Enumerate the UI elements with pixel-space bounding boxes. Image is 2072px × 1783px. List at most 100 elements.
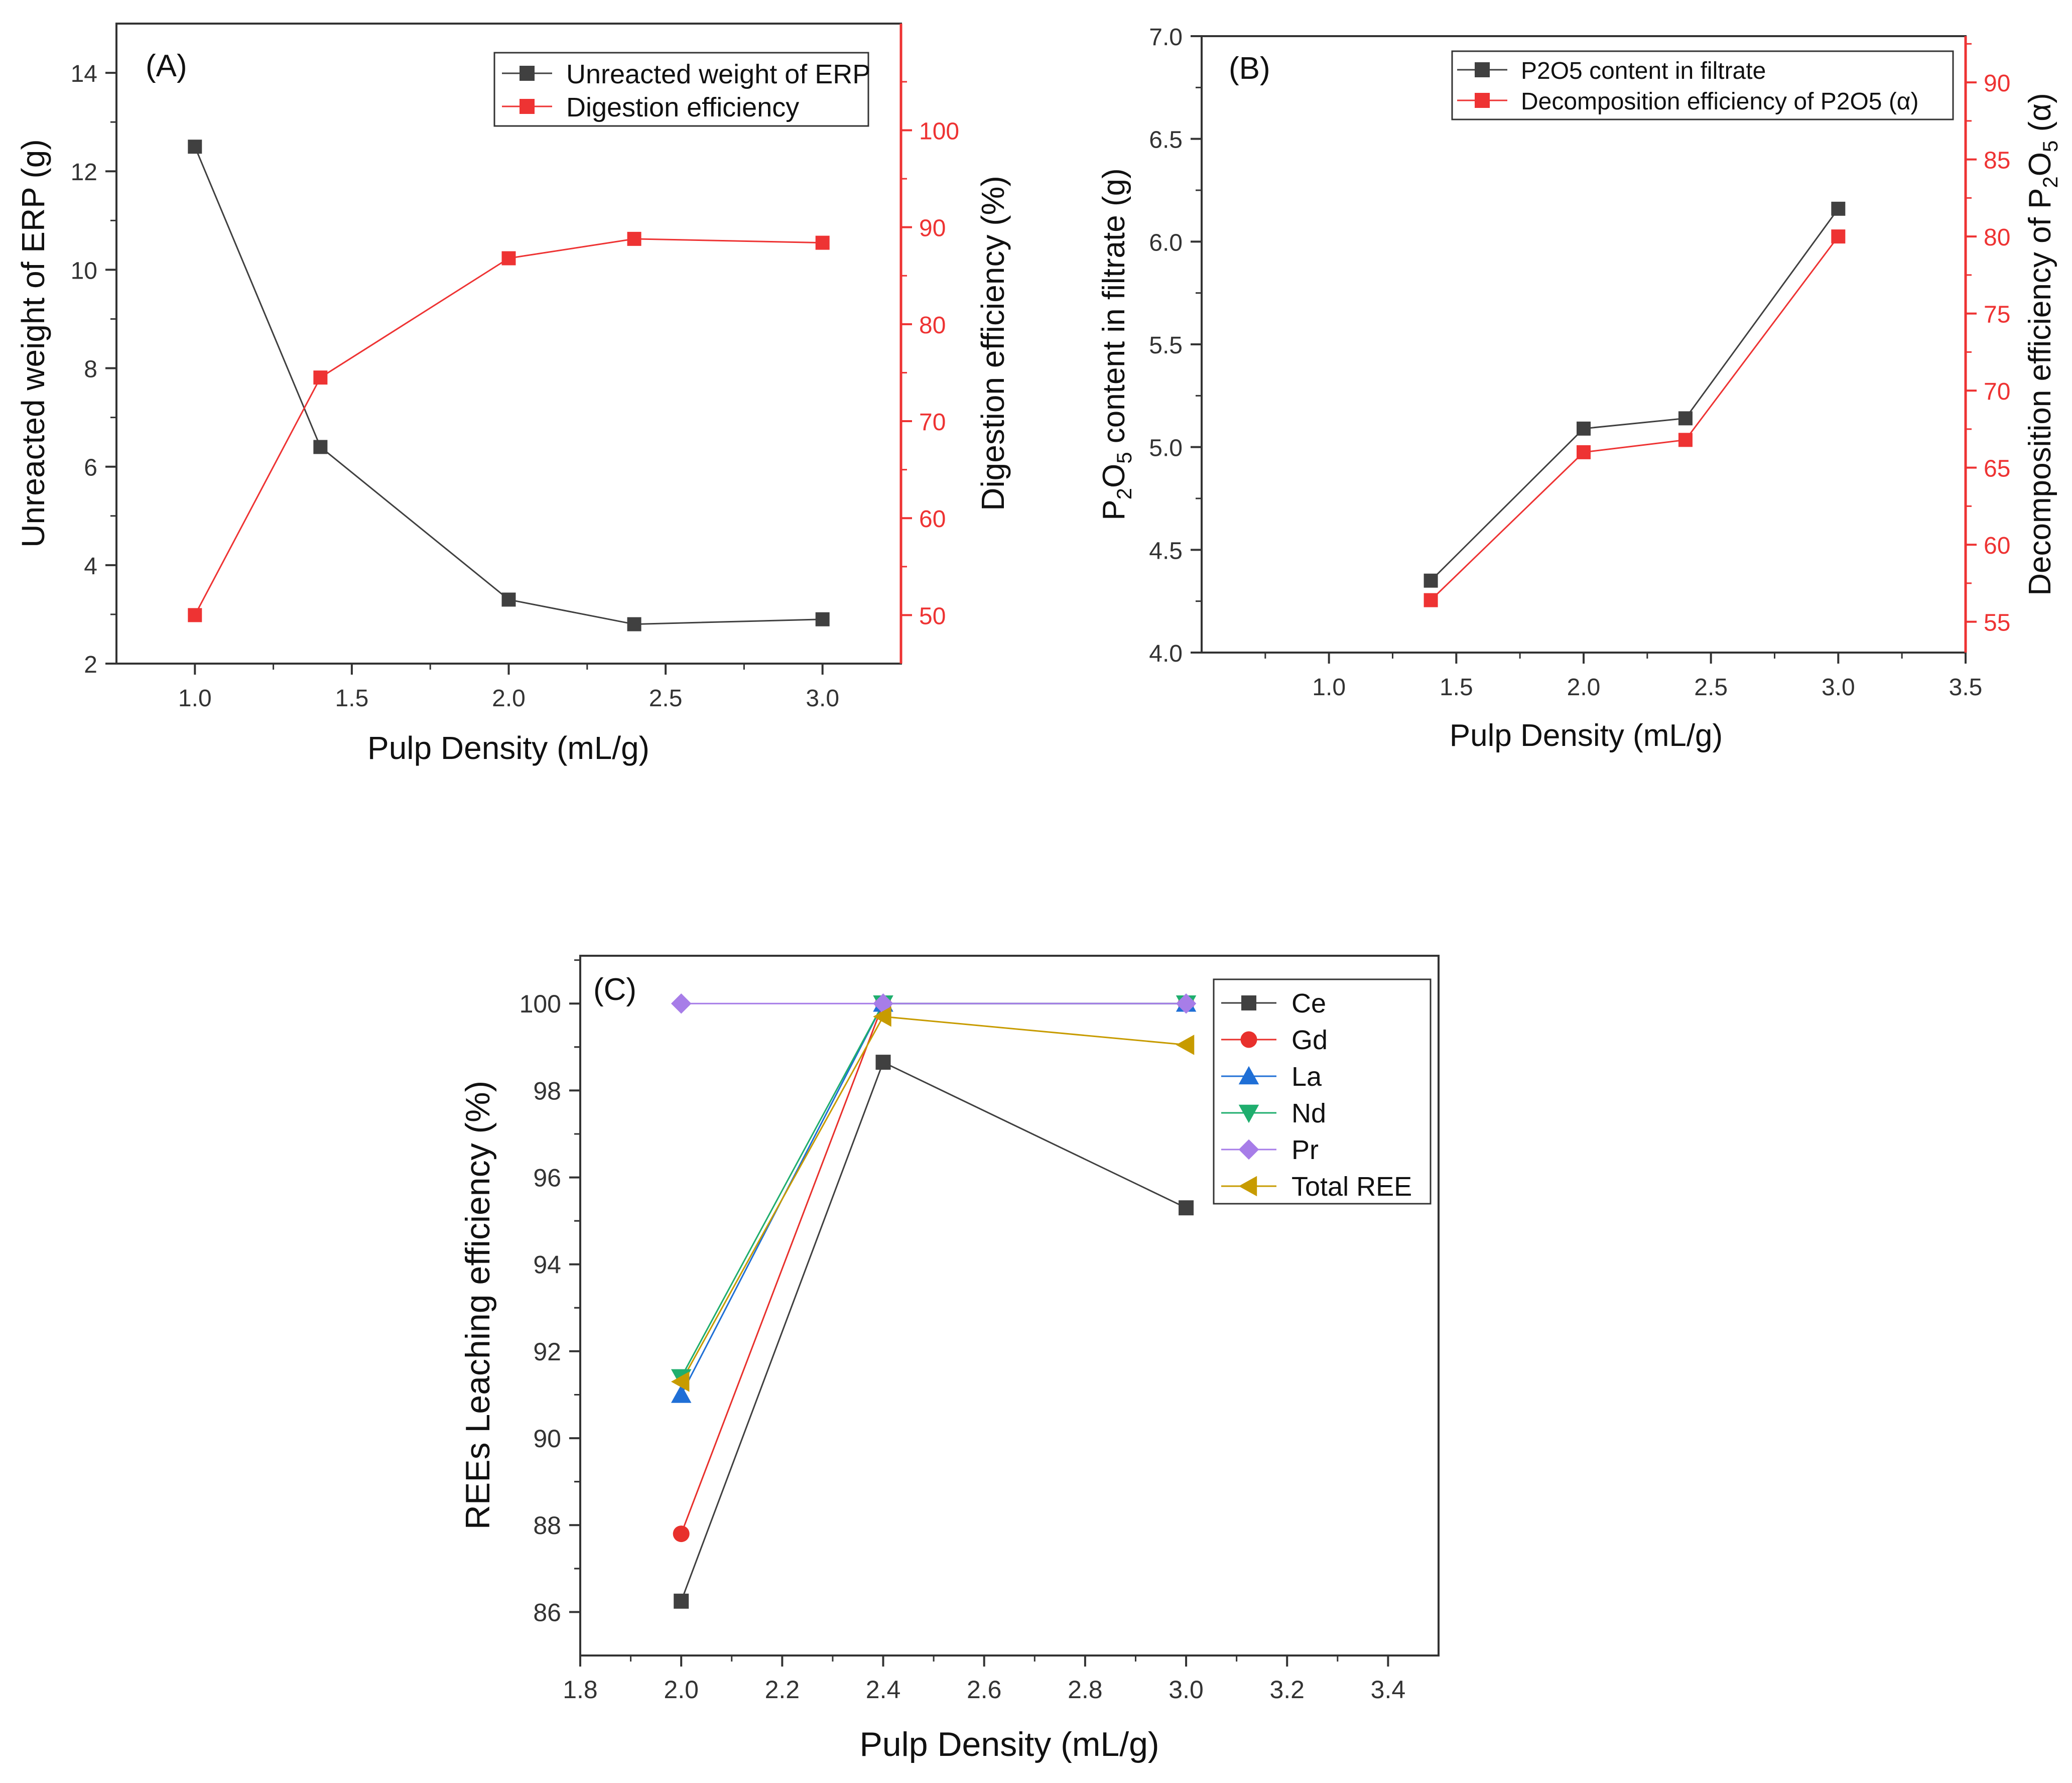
panel-b-legend-box <box>1451 50 1954 120</box>
panel-b-right-y-tick-label: 75 <box>1984 302 2010 328</box>
panel-c-legend: Ce Gd La Nd Pr Total REE <box>1213 978 1432 1205</box>
panel-b-right-y-tick-label: 55 <box>1984 610 2010 636</box>
panel-c-x-tick-label: 2.2 <box>765 1676 800 1704</box>
panel-a-right-y-tick-label: 60 <box>919 506 946 533</box>
panel-a-right-y-tick-label: 70 <box>919 409 946 436</box>
panel-a-series-line-1 <box>194 146 823 625</box>
panel-b-legend-marker-2 <box>1475 93 1490 108</box>
panel-c-x-tick-label: 2.6 <box>967 1676 1002 1704</box>
panel-c-series-3-point <box>671 1384 692 1403</box>
panel-b-axes: 1.0 1.5 2.0 2.5 3.0 3.5 4.0 4.5 5.0 5.5 6.0 6.5 7.0 5… <box>1149 24 2010 701</box>
panel-b-left-y-tick-label: 6.0 <box>1149 229 1183 256</box>
panel-b-series-1-point <box>1577 421 1591 436</box>
panel-a-legend-marker-2 <box>520 99 535 114</box>
panel-a-series-1-point <box>313 440 328 454</box>
panel-a-legend-label-1: Unreacted weight of ERP <box>566 59 870 89</box>
panel-b-left-axis-label: P2O5 content in filtrate (g) <box>1097 168 1136 520</box>
panel-b-right-y-tick-label: 65 <box>1984 456 2010 482</box>
panel-a-series <box>188 140 830 631</box>
panel-b-right-y-tick-label: 90 <box>1984 70 2010 97</box>
panel-c-series-line-4 <box>680 1002 1187 1378</box>
panel-b-x-tick-label: 2.0 <box>1567 674 1601 701</box>
panel-a-series-line-2 <box>194 238 823 616</box>
panel-b-x-tick-label: 1.0 <box>1312 674 1346 701</box>
panel-a-axes: 1.0 1.5 2.0 2.5 3.0 2 4 6 8 10 12 14 50 60 70 80 90 100 <box>71 61 959 712</box>
panel-c-plot-frame <box>579 955 1440 1657</box>
panel-b-series-line-2 <box>1430 236 1839 601</box>
panel-c-legend-box <box>1213 978 1432 1205</box>
panel-c-series-line-6 <box>680 1015 1187 1382</box>
panel-c-series-line-1 <box>680 1061 1187 1602</box>
panel-c-y-tick-label: 86 <box>533 1598 561 1626</box>
panel-a-label: (A) <box>146 49 187 83</box>
panel-a-series-2-point <box>627 231 641 246</box>
panel-b-right-axis-label-part3: (α) <box>2023 93 2057 140</box>
panel-b-series-2-point <box>1577 445 1591 459</box>
panel-a-x-axis-label: Pulp Density (mL/g) <box>367 730 650 766</box>
panel-c-legend-marker-2 <box>1240 1031 1257 1048</box>
panel-a-right-axis-label: Digestion efficiency (%) <box>975 176 1011 511</box>
panel-a-right-y-tick-label: 80 <box>919 312 946 339</box>
panel-c-legend-label-2: Gd <box>1291 1025 1328 1055</box>
panel-b-plot-frame <box>1201 35 1967 654</box>
panel-b-left-axis-label-part3: content in filtrate (g) <box>1097 168 1131 452</box>
panel-a-right-y-tick-label: 50 <box>919 603 946 629</box>
panel-c-x-tick-label: 3.4 <box>1371 1676 1406 1704</box>
panel-c-legend-marker-4 <box>1238 1104 1259 1123</box>
panel-b-legend-marker-1 <box>1475 62 1490 77</box>
panel-b-x-tick-label: 2.5 <box>1694 674 1728 701</box>
panel-b-left-y-tick-label: 4.5 <box>1149 538 1183 564</box>
panel-b-left-y-tick-label: 5.0 <box>1149 435 1183 462</box>
panel-b-left-y-tick-label: 6.5 <box>1149 127 1183 154</box>
panel-c-y-axis-label: REEs Leaching efficiency (%) <box>459 1081 497 1530</box>
panel-a-left-y-tick-label: 6 <box>84 455 97 481</box>
panel-a-series-2-point <box>815 235 830 250</box>
panel-a-series-1-point <box>815 612 830 626</box>
panel-c-legend-marker-1 <box>1241 995 1256 1010</box>
panel-c-legend-marker-6 <box>1238 1176 1257 1197</box>
panel-c-x-tick-label: 3.2 <box>1269 1676 1305 1704</box>
panel-a-legend: Unreacted weight of ERP Digestion effici… <box>493 52 870 127</box>
panel-c-series-5-point <box>1176 993 1197 1014</box>
panel-b-legend-label-1: P2O5 content in filtrate <box>1521 58 1766 84</box>
panel-b-left-y-tick-label: 7.0 <box>1149 24 1183 51</box>
panel-a-legend-label-2: Digestion efficiency <box>566 92 799 122</box>
panel-c-legend-marker-3 <box>1238 1066 1259 1085</box>
panel-c-x-tick-label: 2.4 <box>866 1676 901 1704</box>
panel-b-series-1-point <box>1423 573 1438 588</box>
panel-c-y-tick-label: 100 <box>520 990 561 1018</box>
panel-a-series-2-point <box>188 608 202 622</box>
panel-a-left-y-tick-label: 12 <box>71 159 97 186</box>
panel-b-series-2-point <box>1831 229 1846 244</box>
panel-a-chart: 1.0 1.5 2.0 2.5 3.0 2 4 6 8 10 12 14 50 60 70 80 90 100 (… <box>15 23 1011 766</box>
panel-b-chart: 1.0 1.5 2.0 2.5 3.0 3.5 4.0 4.5 5.0 5.5 6.0 6.5 7.0 5… <box>1097 24 2062 753</box>
panel-a-series-1-point <box>627 617 641 631</box>
panel-b-right-y-tick-label: 60 <box>1984 533 2010 559</box>
panel-b-series-1-point <box>1678 411 1693 426</box>
panel-c-y-tick-label: 90 <box>533 1425 561 1453</box>
panel-c-x-tick-label: 3.0 <box>1169 1676 1204 1704</box>
panel-b-right-axis-label-sub2: 5 <box>2038 141 2062 152</box>
panel-a-x-tick-label: 1.0 <box>178 685 212 712</box>
panel-a-left-y-tick-label: 4 <box>84 553 97 580</box>
panel-c-y-tick-label: 92 <box>533 1338 561 1366</box>
panel-c-legend-label-4: Nd <box>1291 1098 1326 1128</box>
panel-b-legend-label-2: Decomposition efficiency of P2O5 (α) <box>1521 88 1919 115</box>
panel-c-series-1-point <box>1179 1200 1194 1216</box>
panel-c-series-6-point <box>671 1371 690 1392</box>
panel-c-y-tick-label: 94 <box>533 1251 561 1279</box>
panel-b-right-y-tick-label: 85 <box>1984 148 2010 174</box>
panel-b-left-y-tick-label: 5.5 <box>1149 332 1183 359</box>
panel-a-legend-marker-1 <box>520 66 535 81</box>
panel-c-series-1-point <box>674 1593 689 1609</box>
panel-b-label: (B) <box>1229 51 1270 86</box>
panel-b-series-2-point <box>1678 433 1693 447</box>
panel-a-x-tick-label: 2.5 <box>649 685 683 712</box>
panel-b-left-y-tick-label: 4.0 <box>1149 641 1183 667</box>
panel-c-series-2-point <box>673 1525 690 1543</box>
panel-a-right-y-tick-label: 100 <box>919 118 959 145</box>
panel-b-right-axis-label-part1: Decomposition efficiency of P <box>2023 188 2057 596</box>
panel-b-x-tick-label: 3.5 <box>1949 674 1983 701</box>
panel-a-x-tick-label: 3.0 <box>806 685 839 712</box>
